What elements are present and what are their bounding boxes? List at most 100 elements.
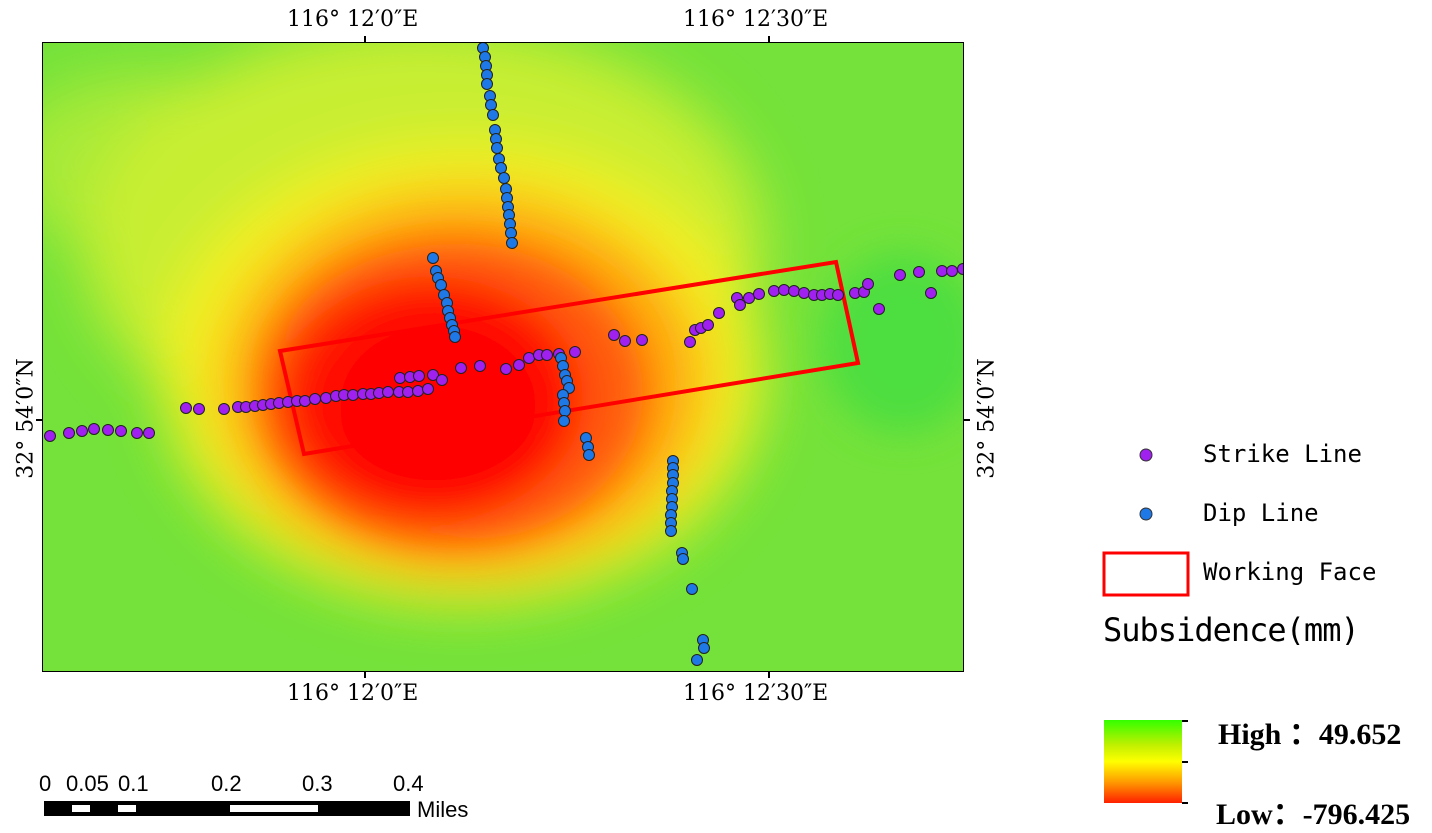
strike-point [413,370,425,382]
strike-point [455,362,467,374]
strike-point [44,430,56,442]
strike-point [218,403,230,415]
dip-line-label: Dip Line [1203,499,1319,527]
strike-point [798,287,810,299]
strike-point [513,359,525,371]
scale-label-02: 0.2 [211,771,242,796]
left-lat-label: 32° 54′0″N [13,358,39,479]
dip-point [449,331,461,343]
dip-point [505,227,517,239]
dip-point [491,142,503,154]
dip-point [481,78,493,90]
strike-point [569,346,581,358]
strike-point [768,285,780,297]
dip-point [487,109,499,121]
strike-point [925,287,937,299]
top-left-lon-label: 116° 12′0″E [287,7,419,32]
strike-point [788,285,800,297]
dip-line-symbol [1139,507,1153,521]
strike-point [523,352,535,364]
strike-point [541,349,553,361]
scale-unit-label: Miles [417,797,469,822]
scale-label-01: 0.1 [118,771,149,796]
dip-point [698,642,710,654]
working-face-rect [277,259,861,457]
scale-label-005: 0.05 [66,771,109,796]
strike-point [347,389,359,401]
strike-point [382,386,394,398]
color-ramp [1104,720,1182,803]
dip-point [677,553,689,565]
scale-label-04: 0.4 [393,771,424,796]
ramp-tick-top [1182,720,1188,722]
strike-point [636,334,648,346]
strike-point [474,360,486,372]
dip-line-points [427,43,710,666]
working-face-label: Working Face [1203,558,1377,586]
strike-point [913,266,925,278]
dip-point [583,449,595,461]
strike-point [299,395,311,407]
dip-point [558,415,570,427]
strike-point [608,329,620,341]
strike-line-label: Strike Line [1203,440,1362,468]
strike-point [894,269,906,281]
strike-point [753,288,765,300]
strike-point [309,393,321,405]
dip-point [665,525,677,537]
right-lat-label: 32° 54′0″N [974,358,1000,479]
strike-point [320,392,332,404]
strike-point [702,319,714,331]
strike-point [115,425,127,437]
dip-point [495,162,507,174]
strike-point [422,383,434,395]
strike-point [713,307,725,319]
strike-point [402,386,414,398]
tick-left [36,419,42,421]
tick-bottom-right [768,672,770,678]
strike-point [743,292,755,304]
dip-point [427,252,439,264]
strike-point [193,403,205,415]
strike-line-points [44,263,963,442]
strike-point [427,369,439,381]
strike-point [734,299,746,311]
strike-point [394,372,406,384]
strike-point [936,265,948,277]
low-value-label: Low：-796.425 [1216,798,1411,831]
dip-point [691,654,703,666]
high-value-label: High ：49.652 [1218,718,1402,751]
strike-point [436,374,448,386]
strike-point [143,427,155,439]
tick-right [964,419,970,421]
subsidence-title: Subsidence(mm) [1103,611,1360,649]
bottom-left-lon-label: 116° 12′0″E [287,681,419,706]
red-core [328,313,548,503]
strike-point [957,263,963,275]
strike-point [873,303,885,315]
tick-bottom-left [364,672,366,678]
strike-point [180,402,192,414]
tick-top-left [364,36,366,42]
dip-point [506,237,518,249]
dip-point [435,279,447,291]
tick-top-right [768,36,770,42]
strike-point [63,427,75,439]
bottom-right-lon-label: 116° 12′30″E [683,681,829,706]
subsidence-map [42,42,964,672]
strike-point [500,363,512,375]
top-right-lon-label: 116° 12′30″E [683,7,829,32]
strike-point [778,284,790,296]
dip-point [559,405,571,417]
working-face-symbol [1102,551,1190,597]
ramp-tick-bottom [1182,802,1188,804]
strike-point [832,289,844,301]
strike-point [88,423,100,435]
strike-point [619,335,631,347]
strike-line-symbol [1139,448,1153,462]
legend-symbols [1102,448,1190,597]
strike-point [131,427,143,439]
strike-point [946,265,958,277]
scale-label-0: 0 [39,771,52,796]
strike-point [412,385,424,397]
